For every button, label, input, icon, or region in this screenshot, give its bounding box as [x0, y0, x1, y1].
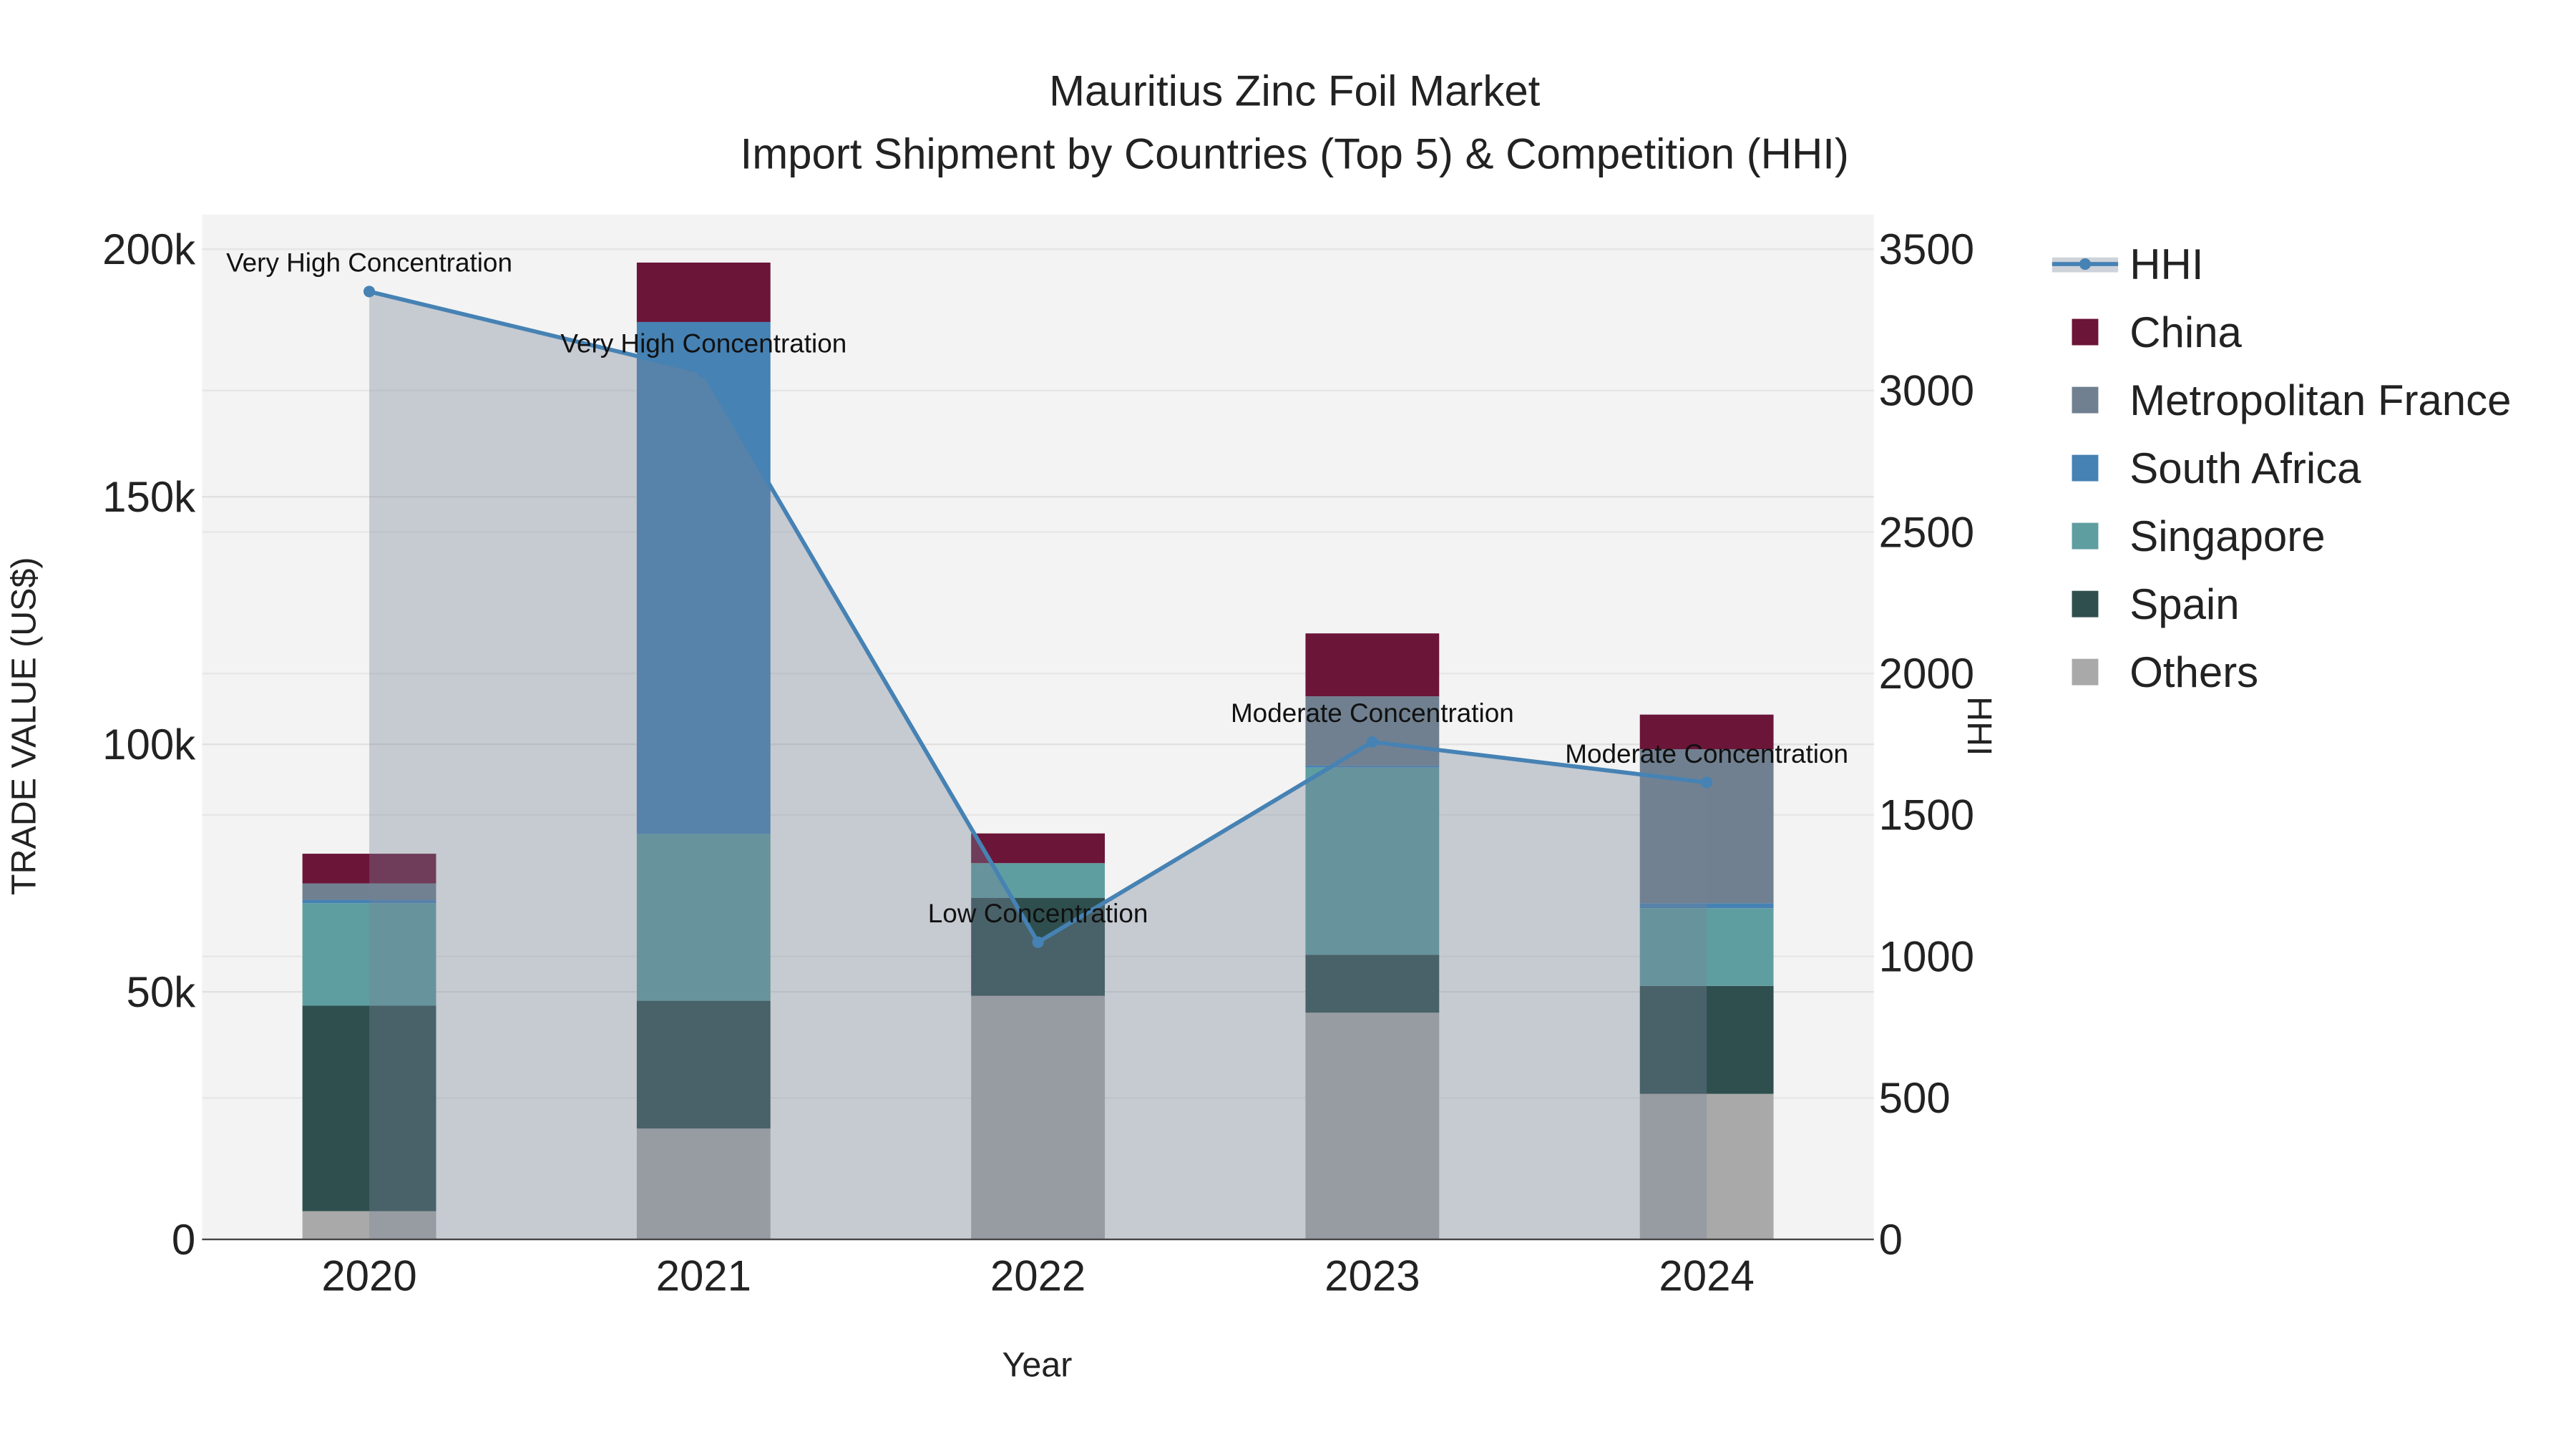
legend-swatch-south-africa	[2072, 454, 2099, 482]
bar-others-2020	[302, 1211, 436, 1240]
bar-singapore-2020	[302, 903, 436, 1006]
bar-china-2024	[1639, 714, 1774, 750]
bar-singapore-2023	[1305, 767, 1440, 955]
y2-tick-label: 3500	[1879, 225, 1974, 273]
x-tick-label: 2024	[1659, 1252, 1754, 1300]
chart-title: Mauritius Zinc Foil Market	[1049, 67, 1541, 115]
y-tick-label: 100k	[102, 721, 196, 769]
y2-tick-label: 2500	[1879, 508, 1974, 556]
bar-south-africa-2023	[1305, 765, 1440, 768]
annotations: Very High Concentration Very High Concent…	[226, 248, 1848, 928]
legend-swatch-metropolitan-france	[2072, 386, 2099, 414]
x-tick-label: 2020	[321, 1252, 416, 1300]
y2-axis-title: HHI	[1960, 696, 1999, 756]
bar-metropolitan-france-2024	[1639, 749, 1774, 904]
y2-tick-label: 500	[1879, 1074, 1951, 1122]
legend-label: Spain	[2129, 580, 2239, 628]
gridlines	[202, 248, 1874, 1099]
bar-china-2021	[636, 262, 771, 322]
bar-spain-2023	[1305, 955, 1440, 1013]
hhi-point-2022	[1032, 936, 1044, 948]
y2-tick-label: 0	[1879, 1216, 1903, 1264]
bar-spain-2021	[636, 1000, 771, 1129]
legend-swatch-spain	[2072, 590, 2099, 618]
y-axis-title: TRADE VALUE (US$)	[4, 557, 43, 895]
hhi-annotation: Low Concentration	[928, 899, 1148, 928]
legend-label: HHI	[2129, 240, 2203, 288]
legend-label: China	[2129, 308, 2242, 356]
bar-south-africa-2021	[636, 321, 771, 834]
x-tick-label: 2022	[990, 1252, 1085, 1300]
y2-tick-label: 3000	[1879, 367, 1974, 415]
bar-singapore-2021	[636, 834, 771, 1001]
legend-label: South Africa	[2129, 444, 2361, 492]
y-tick-label: 150k	[102, 473, 196, 521]
bar-china-2022	[971, 833, 1105, 864]
bar-others-2022	[971, 995, 1105, 1240]
legend-swatch-hhi-marker	[2079, 258, 2092, 270]
hhi-point-2024	[1701, 776, 1713, 789]
legend-swatch-others	[2072, 658, 2099, 686]
legend-swatch-china	[2072, 318, 2099, 346]
bar-metropolitan-france-2023	[1305, 696, 1440, 766]
x-tick-label: 2023	[1324, 1252, 1420, 1300]
y-tick-label: 200k	[102, 225, 196, 273]
hhi-point-2020	[363, 286, 376, 298]
hhi-point-2021	[698, 366, 710, 379]
x-axis-title: Year	[1002, 1346, 1073, 1385]
y2-tick-label: 1500	[1879, 791, 1974, 839]
bar-spain-2020	[302, 1005, 436, 1211]
bar-china-2023	[1305, 633, 1440, 697]
hhi-point-2023	[1366, 736, 1378, 748]
bar-others-2023	[1305, 1013, 1440, 1240]
bar-south-africa-2020	[302, 899, 436, 904]
hhi-annotation: Moderate Concentration	[1565, 739, 1848, 769]
hhi-annotation: Very High Concentration	[226, 248, 512, 278]
hhi-line	[363, 286, 1713, 948]
bar-spain-2024	[1639, 985, 1774, 1094]
bar-others-2021	[636, 1128, 771, 1240]
hhi-area	[369, 291, 1707, 1240]
y2-tick-label: 2000	[1879, 650, 1974, 698]
y-tick-label: 50k	[127, 968, 197, 1016]
hhi-area-fill	[369, 291, 1707, 1240]
legend-label: Metropolitan France	[2129, 376, 2511, 424]
x-tick-label: 2021	[656, 1252, 751, 1300]
y2-tick-label: 1000	[1879, 932, 1974, 980]
legend-swatch-singapore	[2072, 522, 2099, 550]
legend-label: Others	[2129, 648, 2258, 696]
bar-others-2024	[1639, 1093, 1774, 1240]
axes: 0 50k 100k 150k 200k 0 500 1000 1500 2000 2500 3000…	[102, 225, 1974, 1300]
legend-label: Singapore	[2129, 512, 2325, 560]
chart-subtitle: Import Shipment by Countries (Top 5) & C…	[741, 130, 1849, 177]
bar-south-africa-2024	[1639, 903, 1774, 909]
bar-singapore-2024	[1639, 908, 1774, 986]
legend: HHI China Metropolitan France South Africa S…	[2051, 240, 2511, 696]
bars	[302, 262, 1774, 1240]
bar-metropolitan-france-2020	[302, 883, 436, 900]
hhi-annotation: Very High Concentration	[560, 328, 847, 358]
hhi-annotation: Moderate Concentration	[1231, 698, 1514, 728]
bar-china-2020	[302, 854, 436, 884]
y-tick-label: 0	[172, 1216, 195, 1264]
